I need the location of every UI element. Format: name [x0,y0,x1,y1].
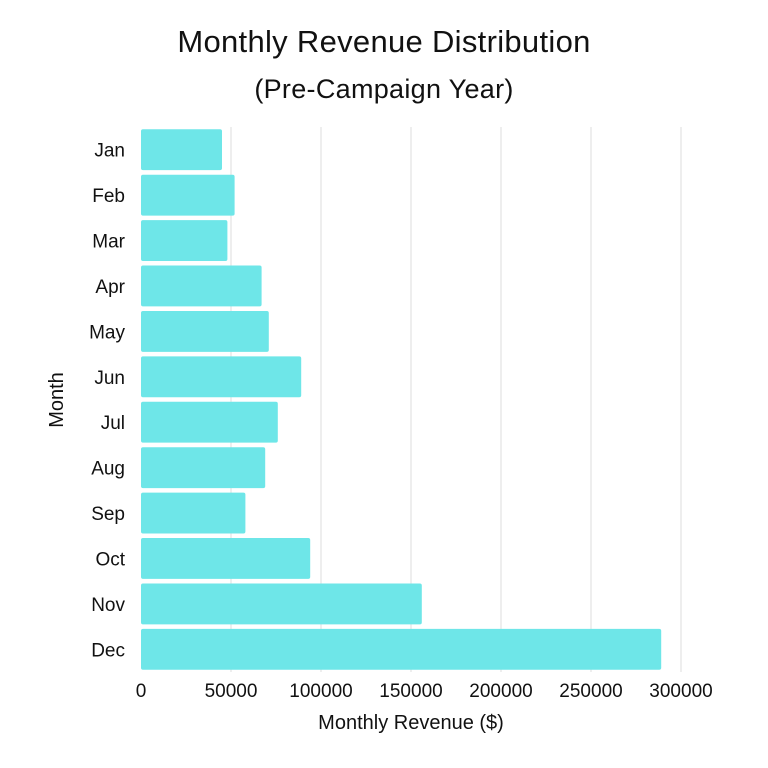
x-tick-label: 150000 [379,681,442,702]
x-tick-label: 200000 [469,681,532,702]
x-tick-label: 300000 [649,681,712,702]
bar-apr [141,265,262,307]
bar-dec [141,628,662,670]
y-tick-label-dec: Dec [91,640,125,661]
chart-subtitle: (Pre-Campaign Year) [254,74,514,104]
y-tick-label-apr: Apr [95,277,125,298]
x-tick-label: 50000 [205,681,258,702]
bar-jul [141,401,278,443]
bar-oct [141,538,311,579]
bar-jun [141,356,302,398]
y-tick-label-aug: Aug [91,459,125,480]
bar-sep [141,492,246,534]
bar-mar [141,220,228,261]
y-tick-label-oct: Oct [95,549,125,570]
bar-aug [141,447,266,489]
y-tick-label-jan: Jan [94,141,125,162]
y-tick-label-jul: Jul [101,413,125,434]
bar-jan [141,129,222,171]
y-axis-title: Month [46,372,68,428]
y-tick-label-may: May [89,322,125,343]
bar-nov [141,583,422,625]
y-tick-labels: Jan Feb Mar Apr May Jun Jul Aug Sep Oct Nov Dec [89,141,126,662]
x-axis-title: Monthly Revenue ($) [318,712,504,734]
grid-layer [230,127,682,672]
y-tick-label-sep: Sep [91,504,125,525]
bar-feb [141,174,235,216]
x-tick-label: 250000 [559,681,622,702]
y-tick-label-feb: Feb [92,186,125,207]
bar-may [141,310,269,352]
y-tick-label-nov: Nov [91,595,125,616]
y-tick-label-jun: Jun [94,368,125,389]
x-tick-label: 0 [136,681,147,702]
bar-layer [141,129,662,670]
y-tick-label-mar: Mar [92,232,125,253]
x-tick-labels: 0 50000 100000 150000 200000 250000 300000 [136,681,713,702]
chart-title: Monthly Revenue Distribution [177,24,591,59]
x-tick-label: 100000 [289,681,352,702]
